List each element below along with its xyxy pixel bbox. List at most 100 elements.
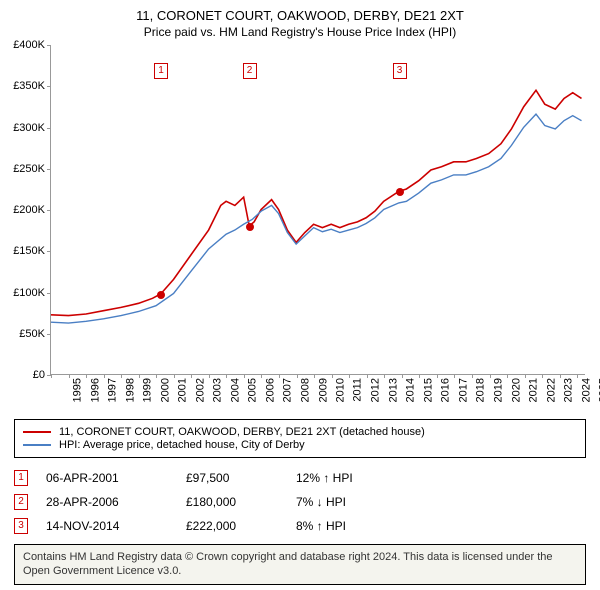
- x-axis-label: 2000: [159, 378, 171, 402]
- x-axis-label: 1999: [142, 378, 154, 402]
- x-tick: [314, 374, 315, 378]
- series-line-hpi: [51, 114, 582, 323]
- x-axis-label: 2012: [370, 378, 382, 402]
- x-tick: [209, 374, 210, 378]
- x-tick: [69, 374, 70, 378]
- sale-price: £97,500: [186, 471, 296, 485]
- y-tick: [47, 251, 51, 252]
- x-tick: [577, 374, 578, 378]
- x-tick: [542, 374, 543, 378]
- y-tick: [47, 128, 51, 129]
- y-axis-label: £250K: [13, 163, 45, 175]
- sale-dot-1: [157, 291, 165, 299]
- x-tick: [402, 374, 403, 378]
- x-axis-label: 2013: [387, 378, 399, 402]
- legend-row: 11, CORONET COURT, OAKWOOD, DERBY, DE21 …: [23, 426, 577, 438]
- sale-marker-2-icon: 2: [14, 494, 28, 510]
- x-tick: [244, 374, 245, 378]
- x-tick: [104, 374, 105, 378]
- x-tick: [297, 374, 298, 378]
- x-tick: [507, 374, 508, 378]
- series-line-property: [51, 90, 582, 315]
- x-tick: [419, 374, 420, 378]
- x-axis-label: 2010: [335, 378, 347, 402]
- legend-swatch-property: [23, 431, 51, 433]
- x-tick: [261, 374, 262, 378]
- x-tick: [121, 374, 122, 378]
- x-axis-label: 1996: [89, 378, 101, 402]
- x-tick: [349, 374, 350, 378]
- x-axis-label: 2020: [510, 378, 522, 402]
- x-axis-label: 2006: [264, 378, 276, 402]
- x-axis-label: 1998: [124, 378, 136, 402]
- y-tick: [47, 45, 51, 46]
- x-tick: [174, 374, 175, 378]
- legend-swatch-hpi: [23, 444, 51, 446]
- x-axis-label: 2022: [545, 378, 557, 402]
- legend-box: 11, CORONET COURT, OAKWOOD, DERBY, DE21 …: [14, 419, 586, 458]
- chart-marker-1-icon: 1: [154, 63, 168, 79]
- x-tick: [332, 374, 333, 378]
- x-axis-label: 2009: [317, 378, 329, 402]
- sale-hpi: 12% ↑ HPI: [296, 471, 406, 485]
- y-tick: [47, 334, 51, 335]
- sale-date: 06-APR-2001: [46, 471, 186, 485]
- sales-row: 1 06-APR-2001 £97,500 12% ↑ HPI: [14, 466, 586, 490]
- chart-marker-2-icon: 2: [243, 63, 257, 79]
- y-axis-label: £350K: [13, 80, 45, 92]
- x-axis-label: 2021: [528, 378, 540, 402]
- x-axis-label: 2007: [282, 378, 294, 402]
- x-axis-label: 2002: [194, 378, 206, 402]
- x-tick: [490, 374, 491, 378]
- x-tick: [472, 374, 473, 378]
- x-axis-label: 2015: [422, 378, 434, 402]
- title-block: 11, CORONET COURT, OAKWOOD, DERBY, DE21 …: [0, 0, 600, 39]
- x-axis-label: 1997: [107, 378, 119, 402]
- chart-marker-3-icon: 3: [393, 63, 407, 79]
- y-tick: [47, 210, 51, 211]
- x-axis-label: 2004: [229, 378, 241, 402]
- sales-row: 3 14-NOV-2014 £222,000 8% ↑ HPI: [14, 514, 586, 538]
- x-axis-label: 2019: [492, 378, 504, 402]
- sale-marker-3-icon: 3: [14, 518, 28, 534]
- legend-row: HPI: Average price, detached house, City…: [23, 439, 577, 451]
- x-tick: [86, 374, 87, 378]
- sale-dot-3: [396, 188, 404, 196]
- y-axis-label: £400K: [13, 39, 45, 51]
- x-tick: [384, 374, 385, 378]
- y-axis-label: £0: [33, 369, 45, 381]
- y-axis-label: £300K: [13, 122, 45, 134]
- sale-date: 28-APR-2006: [46, 495, 186, 509]
- y-tick: [47, 169, 51, 170]
- x-axis-label: 2003: [212, 378, 224, 402]
- x-axis-label: 2024: [580, 378, 592, 402]
- x-tick: [525, 374, 526, 378]
- y-axis-label: £50K: [19, 328, 45, 340]
- x-axis-label: 2001: [177, 378, 189, 402]
- sale-price: £180,000: [186, 495, 296, 509]
- legend-label-hpi: HPI: Average price, detached house, City…: [59, 439, 305, 451]
- x-axis-label: 2005: [247, 378, 259, 402]
- sale-marker-1-icon: 1: [14, 470, 28, 486]
- x-tick: [367, 374, 368, 378]
- y-tick: [47, 86, 51, 87]
- y-axis-label: £200K: [13, 204, 45, 216]
- x-axis-label: 2023: [563, 378, 575, 402]
- sale-hpi: 8% ↑ HPI: [296, 519, 406, 533]
- sales-row: 2 28-APR-2006 £180,000 7% ↓ HPI: [14, 490, 586, 514]
- x-axis-label: 2017: [457, 378, 469, 402]
- x-axis-label: 2014: [405, 378, 417, 402]
- sale-hpi: 7% ↓ HPI: [296, 495, 406, 509]
- attribution-box: Contains HM Land Registry data © Crown c…: [14, 544, 586, 585]
- x-tick: [191, 374, 192, 378]
- x-axis-label: 2011: [351, 378, 363, 402]
- x-tick: [437, 374, 438, 378]
- legend-label-property: 11, CORONET COURT, OAKWOOD, DERBY, DE21 …: [59, 426, 425, 438]
- y-axis-label: £100K: [13, 287, 45, 299]
- x-tick: [226, 374, 227, 378]
- title-subtitle: Price paid vs. HM Land Registry's House …: [0, 25, 600, 39]
- sale-date: 14-NOV-2014: [46, 519, 186, 533]
- x-tick: [454, 374, 455, 378]
- title-address: 11, CORONET COURT, OAKWOOD, DERBY, DE21 …: [0, 8, 600, 23]
- x-tick: [139, 374, 140, 378]
